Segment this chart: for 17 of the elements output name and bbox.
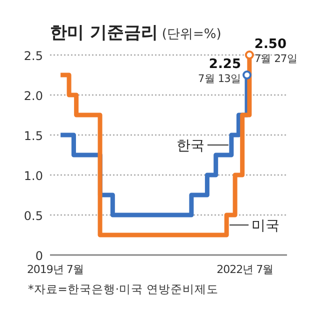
x-tick-label: 2019년 7월 — [26, 263, 84, 276]
series-label: 한국 — [176, 138, 204, 154]
chart-subtitle: (단위=%) — [162, 27, 222, 42]
annotation: 7월 27일 — [254, 53, 298, 65]
y-tick-label: 0 — [35, 249, 43, 263]
series-label: 미국 — [252, 218, 280, 234]
y-tick-label: 1.0 — [24, 169, 43, 183]
annotation: 2.25 — [208, 57, 242, 72]
annotation: 2.50 — [254, 37, 287, 52]
y-tick-label: 1.5 — [24, 129, 43, 143]
chart-title: 한미 기준금리 — [50, 23, 158, 43]
annotation: 7월 13일 — [198, 73, 242, 85]
y-tick-label: 2.5 — [24, 49, 43, 63]
x-tick-label: 2022년 7월 — [216, 263, 274, 276]
text: *자료=한국은행·미국 연방준비제도 — [28, 282, 219, 296]
y-tick-label: 0.5 — [24, 209, 43, 223]
y-tick-label: 2.0 — [24, 89, 43, 103]
